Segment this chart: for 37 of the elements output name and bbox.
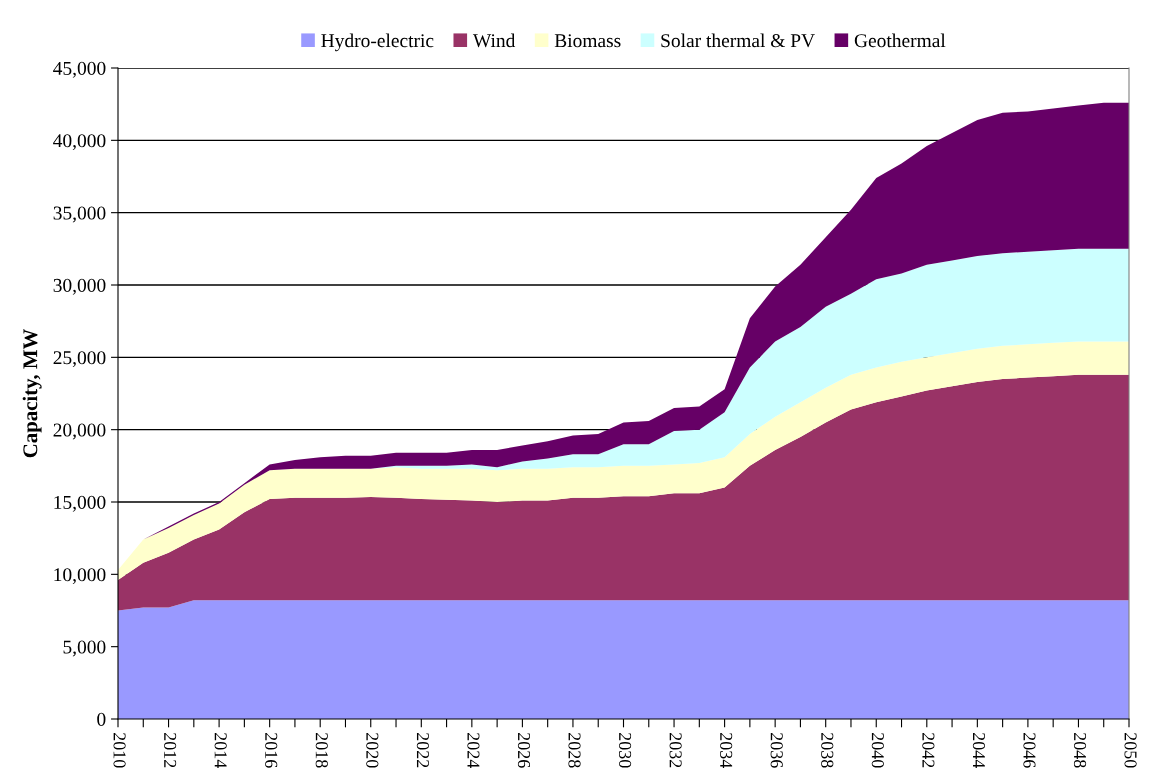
y-tick-label: 0 [97, 712, 106, 726]
y-axis-title: Capacity, MW [22, 329, 42, 458]
x-tick-label: 2028 [568, 732, 581, 768]
x-tick-label: 2026 [517, 732, 531, 768]
y-tick-label: 45,000 [53, 61, 106, 78]
legend-label: Wind [472, 33, 516, 48]
x-tick-label: 2048 [1073, 732, 1087, 768]
legend-label: Biomass [554, 34, 621, 48]
x-tick-label: 2014 [214, 732, 227, 769]
legend-label: Solar thermal & PV [661, 33, 815, 48]
x-tick-label: 2010 [113, 732, 126, 768]
y-tick-label: 25,000 [53, 351, 106, 368]
x-tick-label: 2040 [871, 732, 884, 768]
x-tick-label: 2030 [618, 732, 632, 768]
x-tick-label: 2044 [972, 732, 986, 769]
y-tick-label: 20,000 [53, 423, 106, 440]
x-tick-label: 2024 [467, 732, 480, 769]
x-tick-label: 2020 [366, 732, 379, 768]
x-tick-label: 2038 [821, 732, 834, 768]
y-tick-label: 30,000 [53, 278, 106, 295]
x-tick-label: 2034 [720, 732, 733, 769]
x-tick-label: 2016 [265, 732, 278, 768]
y-tick-label: 15,000 [54, 495, 106, 512]
x-tick-label: 2042 [922, 732, 935, 768]
x-tick-label: 2036 [770, 732, 783, 768]
y-tick-label: 35,000 [53, 206, 106, 223]
x-tick-label: 2022 [416, 732, 429, 768]
x-tick-label: 2050 [1124, 732, 1137, 768]
y-tick-label: 40,000 [53, 134, 106, 151]
legend-label: Geothermal [854, 33, 946, 48]
x-tick-label: 2046 [1023, 732, 1036, 768]
y-tick-label: 10,000 [54, 568, 106, 585]
x-tick-label: 2012 [164, 732, 177, 768]
y-tick-label: 5,000 [63, 640, 106, 657]
x-tick-label: 2018 [315, 732, 328, 768]
x-tick-label: 2032 [669, 732, 682, 768]
legend-label: Hydro-electric [321, 33, 434, 52]
